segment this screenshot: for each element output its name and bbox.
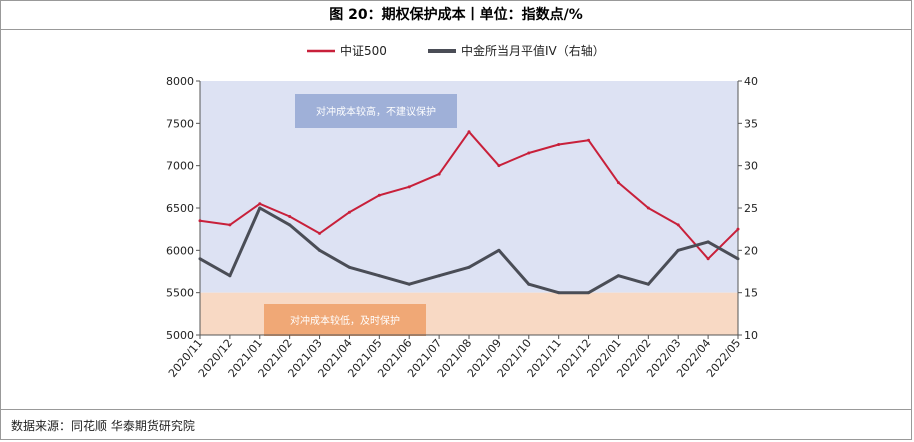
series-point-0	[318, 231, 322, 235]
y-right-tick-label: 15	[744, 287, 758, 300]
series-point-1	[437, 274, 441, 278]
series-point-0	[198, 219, 202, 223]
series-point-1	[228, 274, 232, 278]
series-point-1	[527, 282, 531, 286]
series-point-1	[497, 248, 501, 252]
series-point-1	[676, 248, 680, 252]
band-label-low: 对冲成本较低，及时保护	[290, 314, 400, 327]
series-point-0	[407, 185, 411, 189]
series-point-1	[587, 291, 591, 295]
y-left-tick-label: 5000	[166, 329, 194, 342]
series-point-1	[407, 282, 411, 286]
y-right-tick-label: 20	[744, 244, 758, 257]
y-right-tick-label: 30	[744, 160, 758, 173]
series-point-1	[318, 248, 322, 252]
series-point-0	[497, 164, 501, 168]
y-left-tick-label: 6000	[166, 244, 194, 257]
series-point-1	[616, 274, 620, 278]
legend-label-0: 中证500	[340, 43, 387, 58]
band-label-high: 对冲成本较高，不建议保护	[316, 105, 436, 118]
y-right-tick-label: 10	[744, 329, 758, 342]
series-point-0	[676, 223, 680, 227]
y-left-tick-label: 6500	[166, 202, 194, 215]
y-left-tick-label: 7500	[166, 117, 194, 130]
series-point-1	[347, 265, 351, 269]
series-point-1	[646, 282, 650, 286]
legend-label-1: 中金所当月平值IV（右轴）	[461, 43, 605, 58]
series-point-0	[736, 227, 740, 231]
band-0	[200, 81, 738, 293]
y-right-tick-label: 35	[744, 117, 758, 130]
footer: 数据来源：同花顺 华泰期货研究院	[1, 409, 911, 440]
band-label-box-low	[264, 304, 426, 336]
series-point-1	[557, 291, 561, 295]
series-point-0	[557, 143, 561, 146]
series-point-0	[646, 206, 650, 210]
series-point-1	[736, 257, 740, 261]
band-label-box-high	[295, 94, 457, 128]
series-point-0	[288, 214, 292, 218]
y-right-tick-label: 40	[744, 75, 758, 88]
series-point-1	[288, 223, 292, 227]
series-point-0	[437, 172, 441, 176]
series-point-1	[467, 265, 471, 269]
y-left-tick-label: 8000	[166, 75, 194, 88]
series-point-1	[258, 206, 262, 210]
series-point-0	[587, 138, 591, 142]
chart-title: 图 20：期权保护成本丨单位：指数点/%	[329, 7, 583, 23]
series-point-1	[706, 240, 710, 244]
series-point-0	[467, 130, 471, 134]
series-point-1	[198, 257, 202, 261]
series-point-0	[347, 210, 351, 214]
y-left-tick-label: 7000	[166, 160, 194, 173]
series-point-0	[706, 257, 710, 261]
y-left-tick-label: 5500	[166, 287, 194, 300]
y-right-tick-label: 25	[744, 202, 758, 215]
series-point-0	[258, 202, 262, 206]
source-note: 数据来源：同花顺 华泰期货研究院	[11, 419, 195, 433]
series-point-1	[377, 274, 381, 278]
title-bar: 图 20：期权保护成本丨单位：指数点/%	[1, 1, 911, 30]
series-point-0	[228, 223, 232, 227]
series-point-0	[616, 181, 620, 185]
series-point-0	[527, 151, 531, 155]
series-point-0	[377, 193, 381, 197]
